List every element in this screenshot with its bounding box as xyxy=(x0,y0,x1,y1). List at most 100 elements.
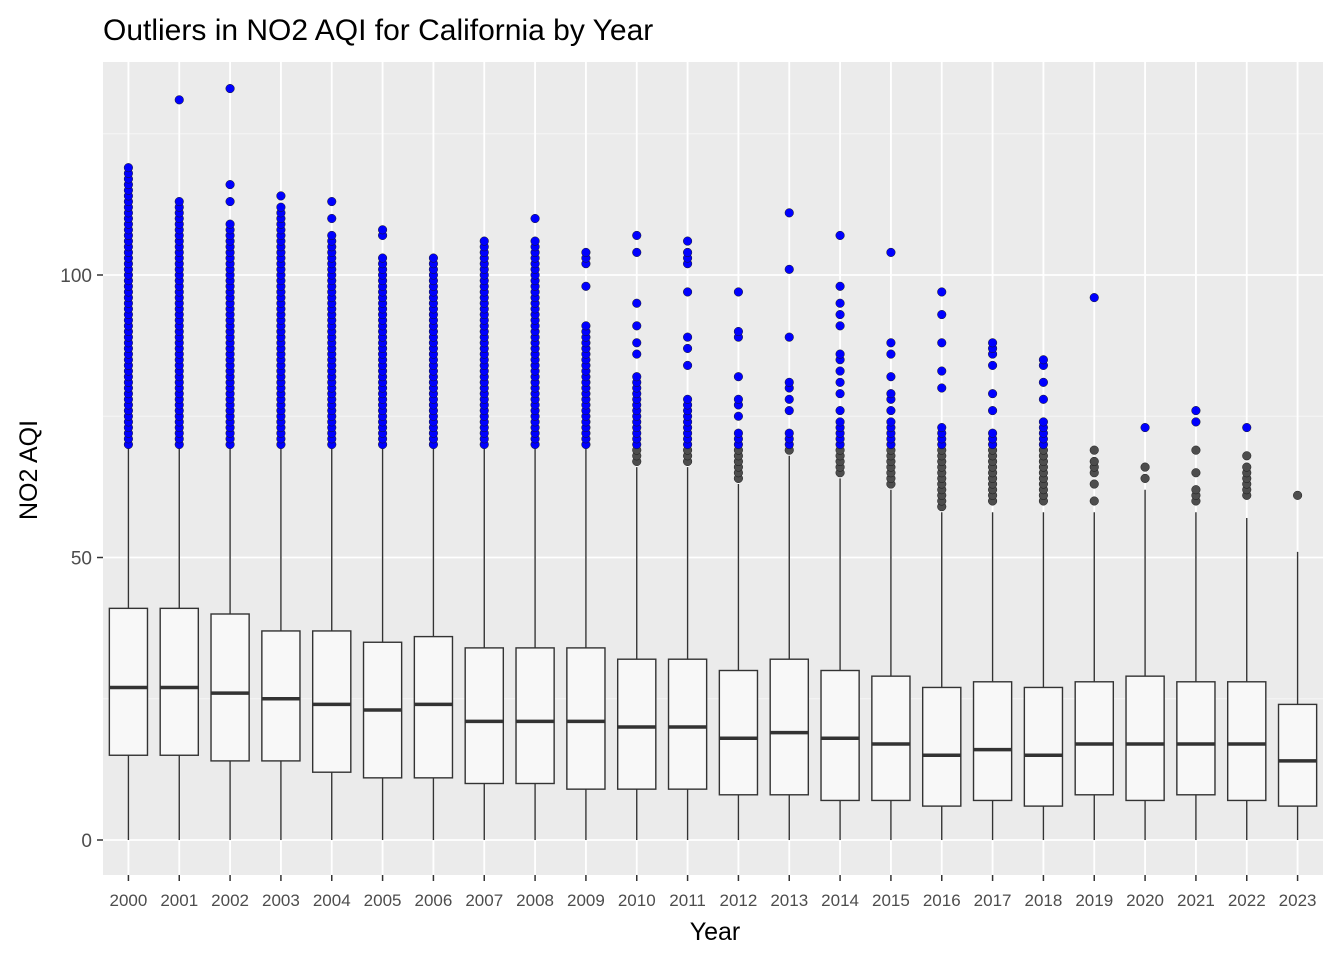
box-2005 xyxy=(362,225,403,840)
x-tick-label: 2023 xyxy=(1279,891,1317,910)
x-tick-label: 2008 xyxy=(516,891,554,910)
outlier-point xyxy=(581,281,591,291)
outlier-point xyxy=(225,219,235,229)
outlier-point xyxy=(632,230,642,240)
box-2016 xyxy=(921,287,962,840)
box-2021 xyxy=(1176,406,1216,840)
box-iqr xyxy=(921,686,962,807)
outlier-point xyxy=(581,321,591,331)
x-tick-label: 2019 xyxy=(1075,891,1113,910)
outlier-point xyxy=(733,428,743,438)
outlier-point xyxy=(988,389,998,399)
outlier-point xyxy=(886,247,896,257)
outlier-point xyxy=(530,213,540,224)
outlier-point xyxy=(784,394,794,404)
x-tick-label: 2017 xyxy=(974,891,1012,910)
box-iqr xyxy=(1023,686,1064,807)
outlier-point xyxy=(1089,496,1099,506)
box-2003 xyxy=(261,191,301,840)
box-2000 xyxy=(108,163,149,840)
outlier-point xyxy=(1191,468,1201,478)
outlier-point xyxy=(784,428,794,438)
outlier-point xyxy=(835,389,845,399)
outlier-point xyxy=(835,298,845,308)
box-iqr xyxy=(1277,703,1318,807)
outlier-point xyxy=(835,230,845,240)
box-2007 xyxy=(464,236,505,840)
box-2017 xyxy=(972,338,1013,840)
box-iqr xyxy=(1226,681,1267,802)
y-tick-label: 50 xyxy=(71,549,92,570)
outlier-point xyxy=(988,406,998,416)
outlier-point xyxy=(988,338,998,348)
x-tick-label: 2005 xyxy=(364,891,402,910)
box-iqr xyxy=(718,669,759,796)
outlier-point xyxy=(632,372,642,382)
x-tick-label: 2004 xyxy=(313,891,351,910)
box-2002 xyxy=(210,84,250,840)
outlier-point xyxy=(835,310,845,320)
box-iqr xyxy=(1074,681,1115,796)
outlier-point xyxy=(988,428,998,438)
outlier-point xyxy=(886,338,896,348)
x-tick-label: 2021 xyxy=(1177,891,1215,910)
outlier-point xyxy=(327,197,337,207)
x-tick-label: 2020 xyxy=(1126,891,1164,910)
box-iqr xyxy=(311,630,352,773)
box-2018 xyxy=(1023,355,1064,840)
box-iqr xyxy=(616,658,657,790)
box-iqr xyxy=(413,635,454,779)
box-2022 xyxy=(1226,423,1267,840)
box-iqr xyxy=(159,607,200,756)
box-2010 xyxy=(616,230,657,840)
outlier-point xyxy=(886,406,896,416)
outlier-point xyxy=(683,247,693,257)
outlier-point xyxy=(937,287,947,297)
chart-title: Outliers in NO2 AQI for California by Ye… xyxy=(103,14,653,47)
outlier-point xyxy=(683,287,693,297)
box-2011 xyxy=(667,236,708,840)
outlier-point xyxy=(733,326,743,337)
outlier-point xyxy=(733,411,743,421)
outlier-point xyxy=(835,321,845,331)
outlier-point xyxy=(835,406,845,416)
outlier-point xyxy=(784,208,794,218)
outlier-point xyxy=(886,372,896,382)
outlier-point xyxy=(835,349,845,359)
outlier-point xyxy=(835,366,845,376)
outlier-point xyxy=(784,377,794,387)
outlier-point xyxy=(225,197,235,207)
x-tick-label: 2001 xyxy=(160,891,198,910)
x-tick-label: 2018 xyxy=(1025,891,1063,910)
outlier-point xyxy=(683,236,693,246)
outlier-point xyxy=(632,338,642,348)
outlier-point xyxy=(1293,490,1303,500)
outlier-point xyxy=(1140,473,1150,483)
x-tick-label: 2010 xyxy=(618,891,656,910)
outlier-point xyxy=(1140,423,1150,433)
box-2008 xyxy=(515,213,555,840)
box-2004 xyxy=(311,197,352,840)
x-axis-title: Year xyxy=(690,918,741,946)
outlier-point xyxy=(123,163,133,173)
x-tick-label: 2009 xyxy=(567,891,605,910)
outlier-point xyxy=(733,287,743,297)
box-iqr xyxy=(667,658,708,790)
box-2001 xyxy=(159,95,200,840)
x-tick-label: 2011 xyxy=(669,891,706,910)
outlier-point xyxy=(276,191,286,201)
box-iqr xyxy=(210,613,250,762)
box-2006 xyxy=(413,253,454,840)
box-iqr xyxy=(515,647,555,785)
x-axis-ticks: 2000 2001 2002 2003 2004 2005 2006 2007 2008 2009… xyxy=(110,875,1317,910)
box-2012 xyxy=(718,287,759,840)
outlier-point xyxy=(1191,406,1201,416)
box-2019 xyxy=(1074,293,1115,840)
outlier-point xyxy=(937,338,947,348)
x-tick-label: 2022 xyxy=(1228,891,1266,910)
outlier-point xyxy=(378,225,388,235)
outlier-point xyxy=(1038,355,1048,365)
box-iqr xyxy=(108,607,149,756)
outlier-point xyxy=(784,264,794,274)
